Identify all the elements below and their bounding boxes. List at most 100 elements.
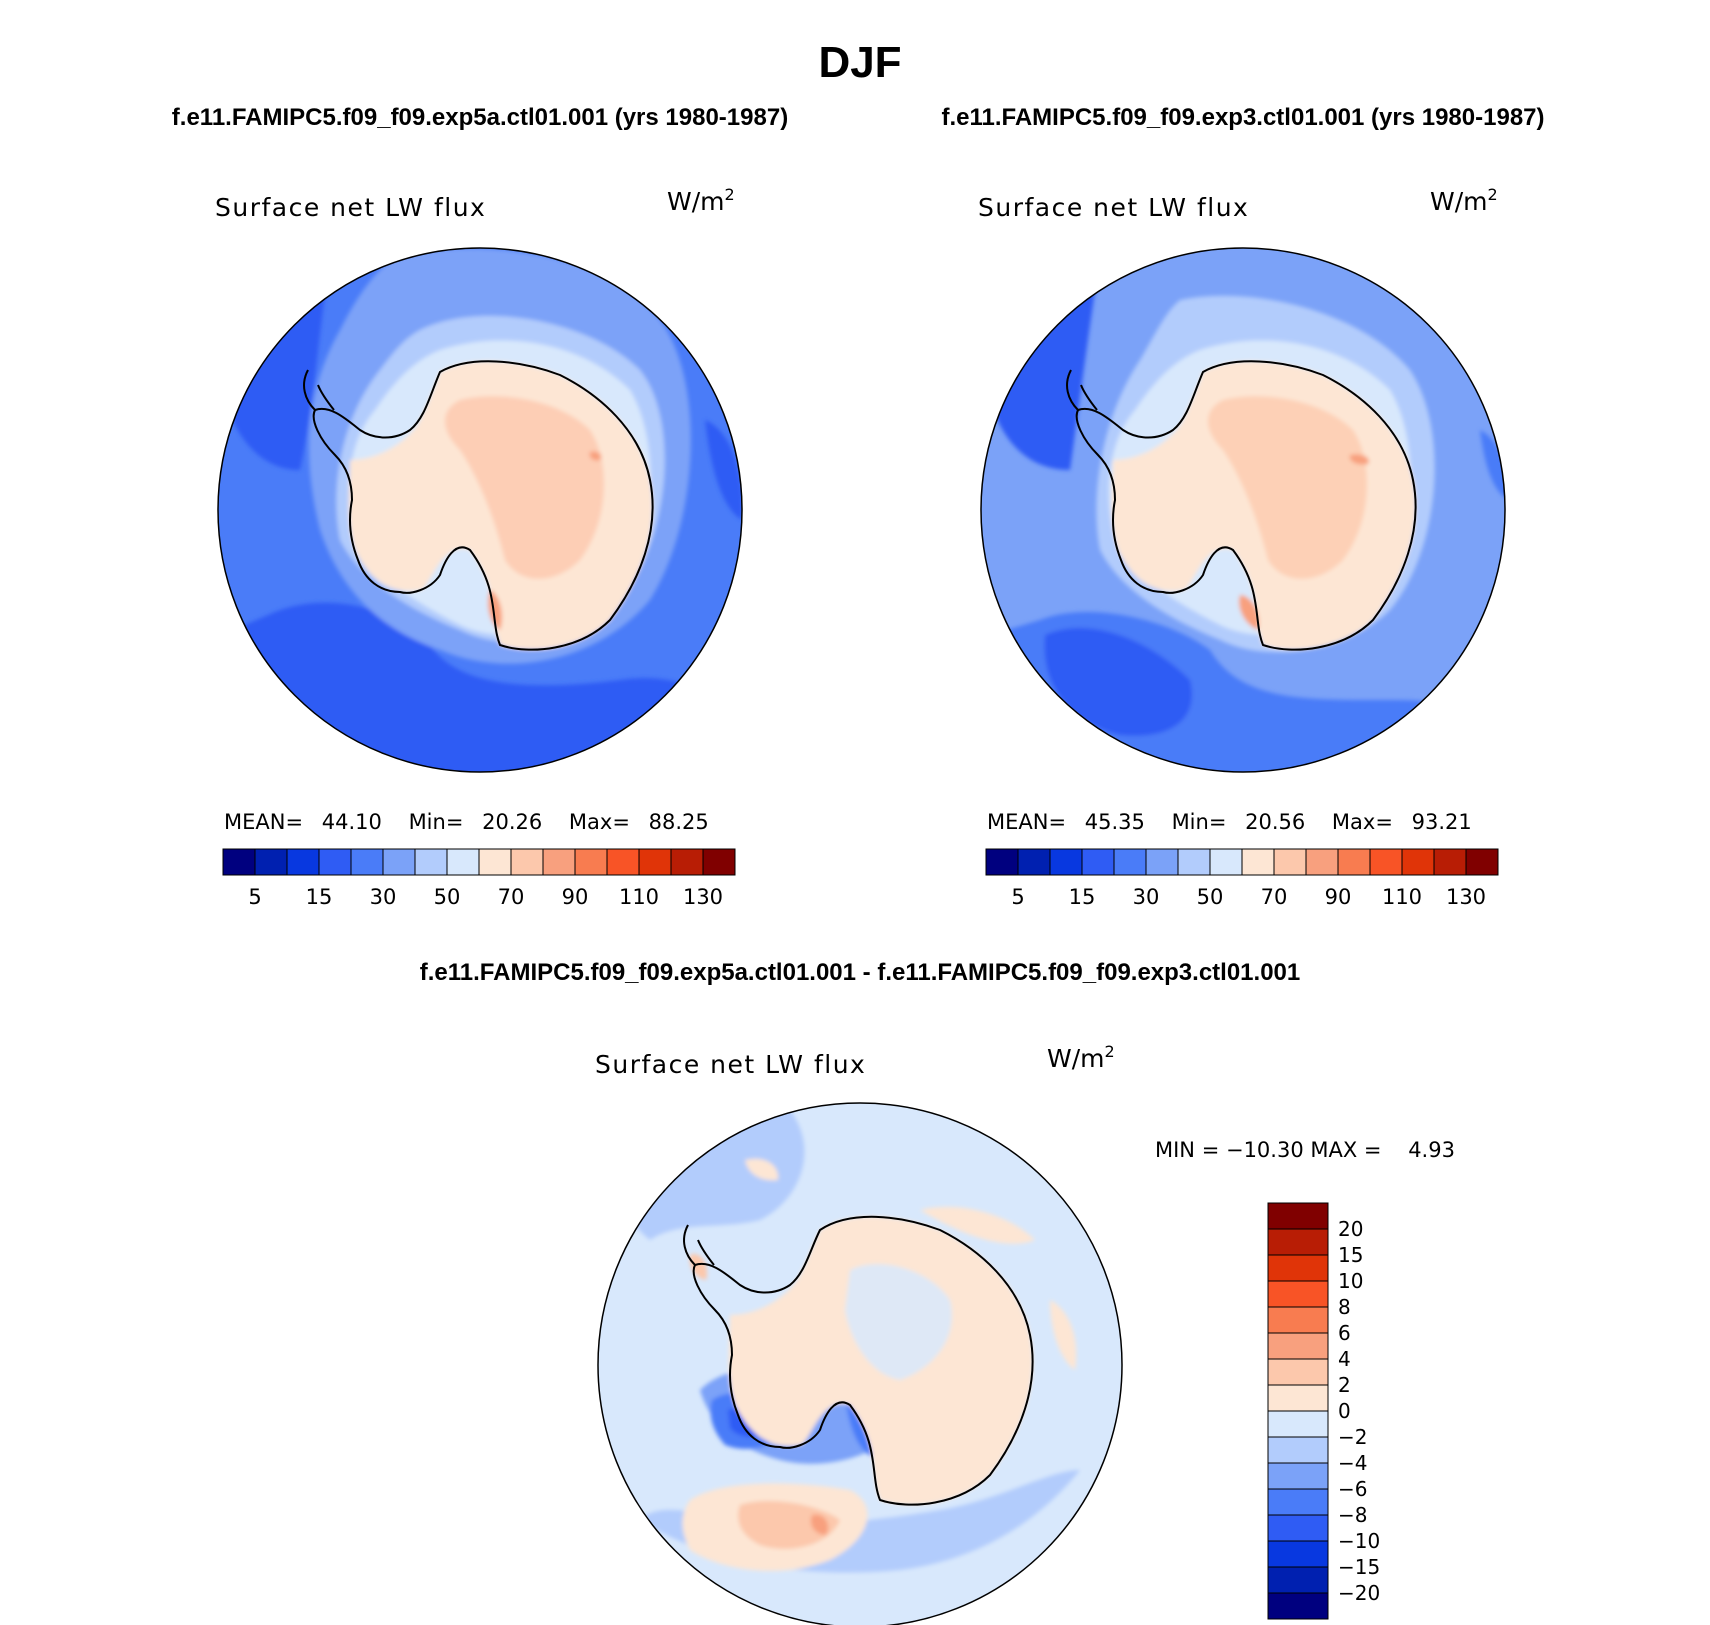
panel2-colorbar-swatch-2: [1049, 848, 1083, 876]
panel1-region-warm-spot-2: [589, 451, 602, 461]
panel3: Surface net LW flux W/m2: [595, 1042, 1455, 1625]
panel1-colorbar-tick-7: 130: [683, 885, 723, 909]
panel3-region-pale-orange-northeast: [920, 1206, 1035, 1244]
panel3-colorbar-swatch-8: [1267, 1410, 1329, 1438]
panel3-colorbar-tick-0: 20: [1338, 1217, 1363, 1241]
panel2-colorbar-swatch-14: [1433, 848, 1467, 876]
panel1-colorbar-swatch-2: [286, 848, 320, 876]
panel2-colorbar-swatch-10: [1305, 848, 1339, 876]
panel2-colorbar-tick-3: 50: [1197, 885, 1224, 909]
panel1-colorbar-swatch-0: [222, 848, 256, 876]
panel1-colorbar-swatch-3: [318, 848, 352, 876]
panel3-colorbar-swatch-12: [1267, 1514, 1329, 1542]
panel3-colorbar-swatch-10: [1267, 1462, 1329, 1490]
panel1-case-label: f.e11.FAMIPC5.f09_f09.exp5a.ctl01.001 (y…: [172, 104, 788, 131]
panel1-map-border: [217, 247, 743, 773]
panel3-case-label: f.e11.FAMIPC5.f09_f09.exp5a.ctl01.001 - …: [420, 959, 1301, 986]
panel1-stats: MEAN= 44.10 Min= 20.26 Max= 88.25: [224, 810, 709, 834]
panel1-coastline: [312, 360, 654, 651]
panel1-colorbar-tick-4: 70: [498, 885, 525, 909]
panel2-colorbar-tick-6: 110: [1382, 885, 1422, 909]
panel3-region-orange-spot: [810, 1514, 829, 1535]
panel1-colorbar-swatch-7: [446, 848, 480, 876]
panel1-colorbar-swatch-1: [254, 848, 288, 876]
panel3-colorbar-swatch-4: [1267, 1306, 1329, 1334]
panel2-map: [981, 248, 1505, 772]
panel1-colorbar-tick-3: 50: [434, 885, 461, 909]
panel3-region-antarctica-interior-blue: [845, 1264, 952, 1380]
panel2-region-lowest-south: [1044, 627, 1192, 736]
panel2-variable-title: Surface net LW flux: [978, 193, 1249, 222]
panel3-colorbar-tick-2: 10: [1338, 1269, 1363, 1293]
panel3-colorbar-swatch-7: [1267, 1384, 1329, 1412]
panel1-units: W/m2: [667, 185, 735, 216]
panel1-colorbar-swatch-8: [478, 848, 512, 876]
panel3-map: [598, 1103, 1122, 1625]
panel3-colorbar-tick-9: −4: [1338, 1451, 1367, 1475]
panel1-colorbar-tick-2: 30: [370, 885, 397, 909]
panel2-colorbar-tick-0: 5: [1011, 885, 1024, 909]
panel3-colorbar-swatch-13: [1267, 1540, 1329, 1568]
panel3-colorbar-tick-12: −10: [1338, 1529, 1380, 1553]
panel1-colorbar-swatch-4: [350, 848, 384, 876]
panel3-peninsula: [683, 1224, 715, 1266]
panel1-region-plateau: [445, 396, 604, 579]
panel1-colorbar-swatch-5: [382, 848, 416, 876]
panel2-colorbar-swatch-15: [1465, 848, 1499, 876]
panel3-colorbar-swatch-3: [1267, 1280, 1329, 1308]
panel2-peninsula: [1066, 369, 1098, 411]
panel3-colorbar-tick-10: −6: [1338, 1477, 1367, 1501]
panel3-colorbar-tick-13: −15: [1338, 1555, 1380, 1579]
panel2-colorbar-swatch-7: [1209, 848, 1243, 876]
panel3-colorbar-swatch-0: [1267, 1202, 1329, 1230]
panel1-colorbar-tick-6: 110: [619, 885, 659, 909]
panel2-region-low-northwest: [990, 260, 1100, 470]
panel1-region-low-east: [705, 420, 742, 520]
panel3-region-pale-orange-north: [745, 1158, 779, 1181]
panel1-colorbar-swatch-6: [414, 848, 448, 876]
panel1-map: [218, 248, 742, 772]
panel2-region-plateau: [1208, 396, 1367, 579]
panel3-colorbar-swatch-1: [1267, 1228, 1329, 1256]
panel2-colorbar-swatch-9: [1273, 848, 1307, 876]
panel3-map-border: [597, 1102, 1123, 1625]
panel1-variable-title: Surface net LW flux: [215, 193, 486, 222]
panel3-stats: MIN = −10.30 MAX = 4.93: [1155, 1138, 1455, 1162]
panel2-region-warm-spot: [1239, 595, 1259, 630]
panel1-colorbar-swatch-9: [510, 848, 544, 876]
panel1-colorbar-swatch-13: [638, 848, 672, 876]
panel2-case-label: f.e11.FAMIPC5.f09_f09.exp3.ctl01.001 (yr…: [941, 104, 1544, 131]
panel3-coastline: [692, 1215, 1034, 1506]
panel3-colorbar-swatch-14: [1267, 1566, 1329, 1594]
panel2-colorbar-swatch-0: [985, 848, 1019, 876]
panel2-region-low-east: [1480, 430, 1505, 500]
panel1-colorbar-swatch-15: [702, 848, 736, 876]
panel3-units: W/m2: [1047, 1042, 1115, 1073]
panel3-colorbar-tick-6: 2: [1338, 1373, 1351, 1397]
panel3-colorbar-swatch-9: [1267, 1436, 1329, 1464]
panel1-colorbar-tick-5: 90: [562, 885, 589, 909]
panel1-colorbar-tick-0: 5: [248, 885, 261, 909]
panel3-variable-title: Surface net LW flux: [595, 1050, 866, 1079]
panel2-colorbar-swatch-3: [1081, 848, 1115, 876]
panel3-colorbar-tick-3: 8: [1338, 1295, 1351, 1319]
panel2-colorbar-tick-1: 15: [1069, 885, 1096, 909]
panel3-colorbar-tick-7: 0: [1338, 1399, 1351, 1423]
panel2-colorbar-swatch-6: [1177, 848, 1211, 876]
panel2-colorbar-swatch-13: [1401, 848, 1435, 876]
panel1-colorbar: 5 15 30 50 70 90 110 130: [222, 848, 736, 909]
panel2: Surface net LW flux W/m2 MEAN= 45.35: [978, 185, 1506, 909]
panel1: Surface net LW flux W/m2 MEAN= 44.10: [215, 185, 743, 909]
panel2-colorbar-tick-5: 90: [1325, 885, 1352, 909]
panel3-colorbar-tick-14: −20: [1338, 1581, 1380, 1605]
panel2-map-border: [980, 247, 1506, 773]
panel1-colorbar-swatch-11: [574, 848, 608, 876]
panel1-colorbar-swatch-14: [670, 848, 704, 876]
panel3-colorbar-tick-1: 15: [1338, 1243, 1363, 1267]
panel2-units: W/m2: [1430, 185, 1498, 216]
panel2-colorbar-tick-4: 70: [1261, 885, 1288, 909]
panel3-colorbar-tick-4: 6: [1338, 1321, 1351, 1345]
panel1-peninsula: [303, 369, 335, 411]
panel2-colorbar-swatch-12: [1369, 848, 1403, 876]
